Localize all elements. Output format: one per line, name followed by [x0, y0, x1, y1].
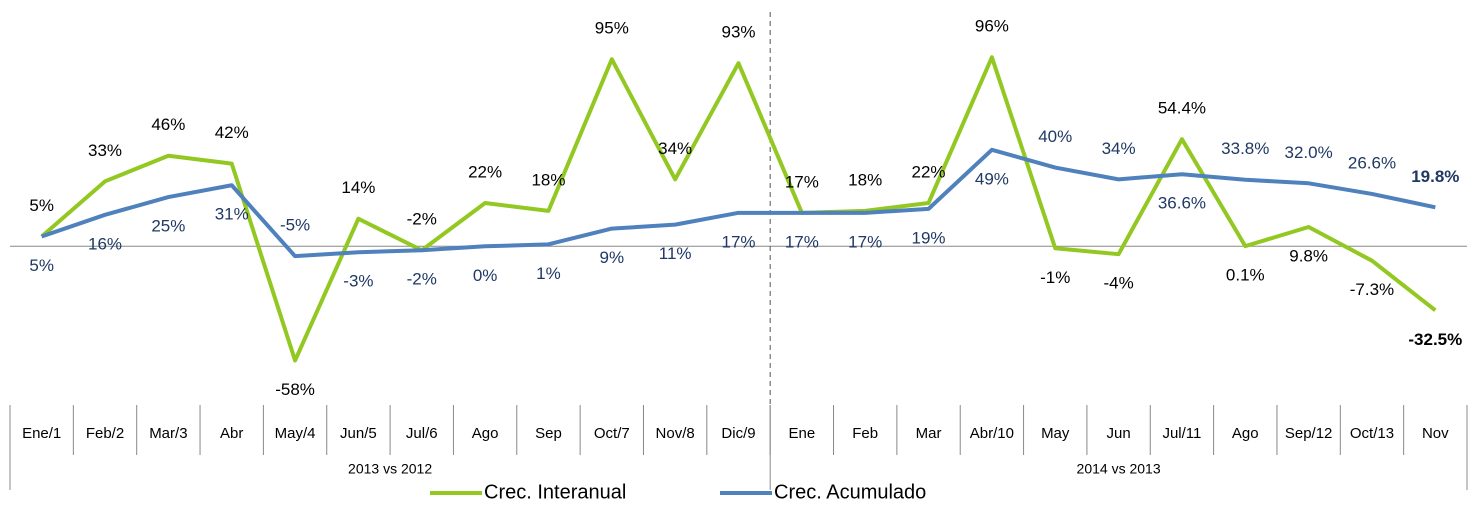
x-tick-label: Ago [472, 425, 499, 442]
data-label: -7.3% [1350, 280, 1394, 299]
data-label: 33.8% [1221, 139, 1269, 158]
data-label: -1% [1040, 268, 1070, 287]
data-label: 42% [215, 123, 249, 142]
x-tick-label: Oct/7 [594, 425, 630, 442]
data-label: -32.5% [1408, 330, 1462, 349]
data-label: 22% [468, 162, 502, 181]
data-label: 11% [659, 244, 692, 263]
data-label: 9.8% [1289, 246, 1328, 265]
x-tick-label: Dic/9 [721, 425, 755, 442]
x-tick-label: Ene [788, 425, 815, 442]
data-label: 18% [848, 170, 882, 189]
group-label: 2013 vs 2012 [348, 461, 432, 477]
x-tick-label: Mar [916, 425, 942, 442]
data-label: 32.0% [1285, 143, 1333, 162]
x-tick-label: Jul/11 [1162, 425, 1201, 442]
x-tick-label: Jun/5 [340, 425, 377, 442]
x-tick-label: Jul/6 [406, 425, 438, 442]
data-label: 0.1% [1226, 266, 1265, 285]
x-tick-label: Oct/13 [1350, 425, 1394, 442]
data-label: 17% [721, 232, 755, 251]
x-tick-label: May [1041, 425, 1070, 442]
data-label: 49% [975, 169, 1009, 188]
data-label: 31% [215, 205, 249, 224]
data-label: 96% [975, 17, 1009, 36]
data-label: 17% [785, 172, 819, 191]
x-tick-label: Abr/10 [970, 425, 1014, 442]
x-tick-label: Sep/12 [1285, 425, 1333, 442]
data-label: 1% [536, 264, 561, 283]
data-label: -2% [407, 270, 437, 289]
data-label: -2% [407, 210, 437, 229]
data-label: 46% [151, 115, 185, 134]
legend-label: Crec. Acumulado [774, 481, 926, 502]
x-tick-label: Jun [1106, 425, 1130, 442]
data-label: 18% [531, 170, 565, 189]
data-label: 34% [1102, 139, 1136, 158]
data-label: 26.6% [1348, 153, 1396, 172]
data-label: -4% [1103, 274, 1133, 293]
data-label: 5% [29, 256, 54, 275]
legend-label: Crec. Interanual [484, 481, 626, 502]
x-tick-label: Ago [1232, 425, 1259, 442]
x-tick-label: Nov/8 [656, 425, 695, 442]
x-tick-label: Abr [220, 425, 243, 442]
data-label: 17% [848, 232, 882, 251]
data-label: 17% [785, 232, 819, 251]
data-label: 54.4% [1158, 99, 1206, 118]
data-label: 19% [912, 228, 946, 247]
data-label: 95% [595, 19, 629, 38]
x-tick-label: Feb [852, 425, 878, 442]
series-line [41, 147, 1436, 259]
data-label: 19.8% [1411, 167, 1459, 186]
data-label: 9% [600, 248, 625, 267]
data-label: 40% [1038, 127, 1072, 146]
x-tick-label: Feb/2 [86, 425, 124, 442]
x-tick-label: Nov [1422, 425, 1449, 442]
data-label: -3% [343, 272, 373, 291]
data-label: 5% [29, 196, 54, 215]
x-tick-label: Ene/1 [22, 425, 61, 442]
data-label: 0% [473, 266, 498, 285]
x-tick-label: May/4 [275, 425, 316, 442]
x-tick-label: Mar/3 [149, 425, 187, 442]
x-tick-label: Sep [535, 425, 562, 442]
data-label: 22% [912, 162, 946, 181]
data-label: -58% [275, 380, 315, 399]
data-label: 36.6% [1158, 194, 1206, 213]
data-label: 34% [658, 139, 692, 158]
data-label: 16% [88, 234, 122, 253]
data-label: -5% [280, 216, 310, 235]
group-label: 2014 vs 2013 [1077, 461, 1161, 477]
data-label: 25% [151, 217, 185, 236]
data-label: 14% [341, 178, 375, 197]
data-label: 93% [721, 23, 755, 42]
data-label: 33% [88, 141, 122, 160]
